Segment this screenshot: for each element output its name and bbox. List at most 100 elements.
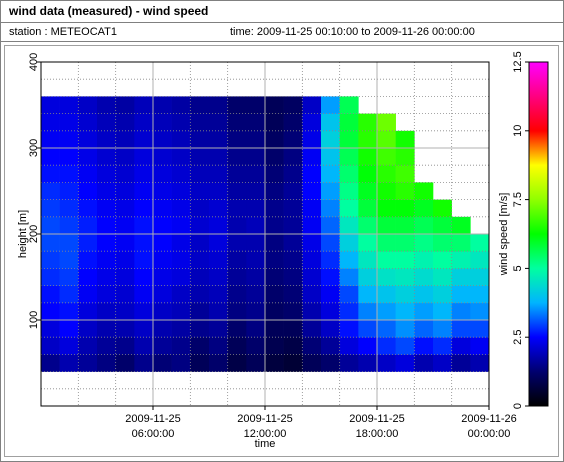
heat-cell [395, 337, 415, 355]
axes-frame [40, 61, 490, 407]
y-axis-label: height [m] [17, 210, 29, 258]
heat-cell [78, 320, 98, 338]
heat-cell [227, 251, 247, 269]
y-tick-label: 100 [28, 311, 40, 329]
time-range: time: 2009-11-25 00:10:00 to 2009-11-26 … [230, 26, 475, 38]
heat-cell [265, 113, 284, 132]
heat-cell [246, 130, 266, 149]
heat-cell [190, 130, 210, 149]
heat-cell [433, 285, 452, 304]
heat-cell [414, 302, 434, 321]
heat-cell [190, 148, 210, 166]
heat-cell [265, 165, 284, 183]
heat-cell [190, 285, 210, 304]
heat-cell [302, 302, 322, 321]
heat-cell [59, 285, 79, 304]
heat-cell [134, 251, 154, 269]
heat-cell [134, 337, 154, 355]
heat-cell [451, 337, 471, 355]
heat-cell [339, 268, 359, 286]
heat-cell [171, 354, 191, 372]
heat-cell [78, 96, 98, 114]
heat-cell [209, 354, 228, 372]
heat-cell [227, 165, 247, 183]
heat-cell [153, 96, 172, 114]
heat-cell [433, 320, 452, 338]
colorbar-tick-label: 2.5 [512, 330, 524, 345]
heat-cell [227, 130, 247, 149]
heat-cell [283, 320, 303, 338]
heat-cell [377, 320, 396, 338]
heat-cell [414, 268, 434, 286]
heat-cell [97, 165, 116, 183]
heat-cell [339, 216, 359, 235]
heat-cell [470, 302, 490, 321]
heat-cell [115, 130, 135, 149]
heat-cell [339, 130, 359, 149]
heat-cell [265, 199, 284, 218]
heat-cell [209, 199, 228, 218]
heat-cell [97, 285, 116, 304]
heat-cell [302, 234, 322, 252]
heat-cell [283, 251, 303, 269]
heat-cell [59, 96, 79, 114]
heat-cell [171, 302, 191, 321]
heat-cell [227, 320, 247, 338]
heat-cell [190, 337, 210, 355]
heat-cell [246, 337, 266, 355]
heat-cell [377, 113, 396, 132]
heat-cell [358, 165, 378, 183]
heat-cell [395, 251, 415, 269]
heat-cell [190, 251, 210, 269]
heat-cell [358, 148, 378, 166]
heat-cell [78, 268, 98, 286]
heat-cell [134, 130, 154, 149]
heat-cell [395, 268, 415, 286]
y-tick-label: 300 [28, 139, 40, 157]
heat-cell [246, 354, 266, 372]
heat-cell [171, 268, 191, 286]
heat-cell [153, 216, 172, 235]
heat-cell [414, 320, 434, 338]
heat-cell [377, 354, 396, 372]
heat-cell [302, 251, 322, 269]
heat-cell [377, 337, 396, 355]
heat-cell [41, 130, 60, 149]
heat-cell [414, 337, 434, 355]
heat-cell [433, 337, 452, 355]
heat-cell [283, 96, 303, 114]
heat-cell [414, 216, 434, 235]
heat-cell [358, 320, 378, 338]
heat-cell [283, 130, 303, 149]
heat-cell [78, 182, 98, 200]
heat-cell [78, 302, 98, 321]
heat-cell [246, 302, 266, 321]
heat-cell [153, 113, 172, 132]
heat-cell [451, 302, 471, 321]
heat-cell [171, 130, 191, 149]
heat-cell [153, 199, 172, 218]
heat-cell [395, 354, 415, 372]
heat-cell [171, 234, 191, 252]
x-tick-label: 12:00:00 [244, 428, 287, 440]
heat-cell [209, 302, 228, 321]
heat-cell [414, 251, 434, 269]
heat-cell [115, 268, 135, 286]
heat-cell [451, 285, 471, 304]
heat-cell [134, 234, 154, 252]
heat-cell [97, 320, 116, 338]
heat-cell [321, 130, 340, 149]
heat-cell [358, 234, 378, 252]
heat-cell [227, 354, 247, 372]
heat-cell [97, 251, 116, 269]
heat-cell [171, 216, 191, 235]
heat-cell [115, 320, 135, 338]
heat-cell [153, 285, 172, 304]
heat-cell [321, 354, 340, 372]
heat-cell [190, 165, 210, 183]
heat-cell [59, 113, 79, 132]
heat-cell [395, 199, 415, 218]
heat-cell [209, 285, 228, 304]
heat-cell [41, 285, 60, 304]
heat-cell [227, 268, 247, 286]
